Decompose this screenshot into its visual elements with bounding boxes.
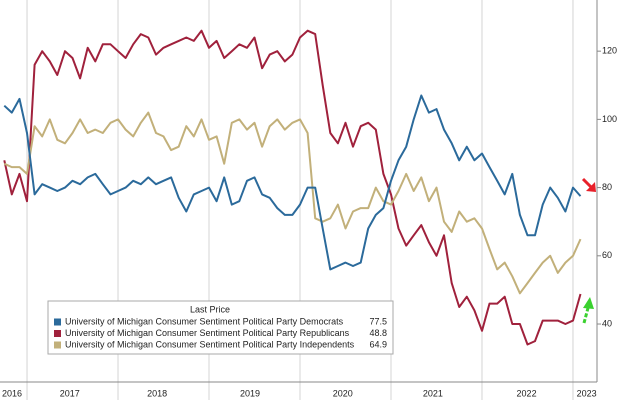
legend-value: 64.9 xyxy=(369,339,387,349)
legend-swatch xyxy=(54,318,61,326)
legend-title: Last Price xyxy=(190,304,230,314)
x-tick-label: 2021 xyxy=(423,388,443,398)
x-tick-label: 2018 xyxy=(147,388,167,398)
x-tick-label: 2016 xyxy=(2,388,22,398)
legend-label: University of Michigan Consumer Sentimen… xyxy=(65,316,344,326)
series-line xyxy=(3,94,582,271)
legend-swatch xyxy=(54,341,61,349)
x-tick-label: 2019 xyxy=(240,388,260,398)
legend-swatch xyxy=(54,330,61,337)
series-line xyxy=(3,29,582,346)
red-arrow xyxy=(581,177,596,192)
legend-label: University of Michigan Consumer Sentimen… xyxy=(65,339,355,349)
x-tick-label: 2020 xyxy=(333,388,353,398)
plot-area xyxy=(3,0,582,400)
x-tick-label: 2017 xyxy=(60,388,80,398)
legend-value: 77.5 xyxy=(369,316,387,326)
y-tick-label: 60 xyxy=(602,250,612,260)
legend: Last Price University of Michigan Consum… xyxy=(47,300,394,355)
x-tick-label: 2022 xyxy=(517,388,537,398)
y-tick-label: 100 xyxy=(602,114,617,124)
legend-box xyxy=(47,300,394,355)
legend-label: University of Michigan Consumer Sentimen… xyxy=(65,328,350,338)
y-tick-label: 120 xyxy=(602,46,617,56)
y-tick-label: 80 xyxy=(602,182,612,192)
legend-value: 48.8 xyxy=(369,328,387,338)
y-tick-label: 40 xyxy=(602,318,612,328)
series-line xyxy=(3,111,582,295)
green-arrow xyxy=(582,297,594,324)
x-tick-label: 2023 xyxy=(577,388,597,398)
